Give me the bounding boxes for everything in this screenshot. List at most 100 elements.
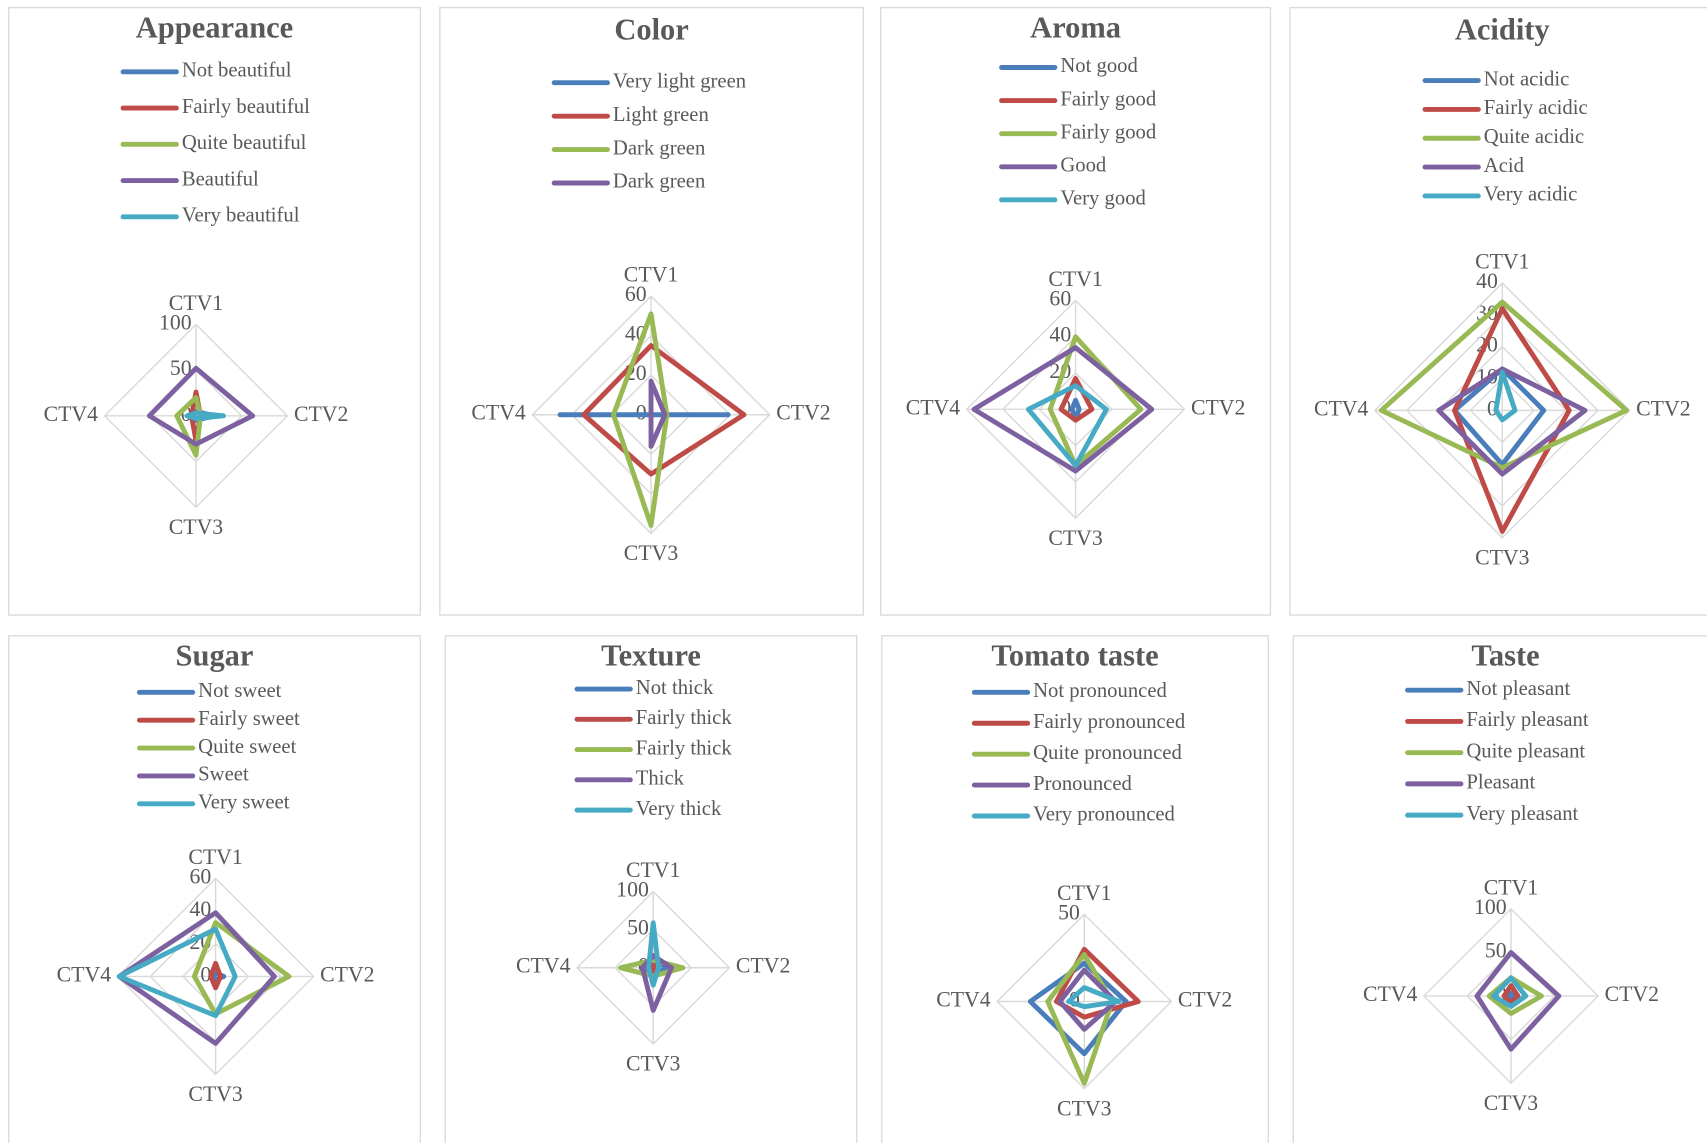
axis-label: CTV4 [936,987,991,1011]
axis-label: CTV3 [1484,1091,1539,1115]
series-line [146,365,256,447]
axis-label: CTV3 [624,541,679,565]
legend-label: Very thick [636,798,722,820]
axis-label: CTV2 [1191,395,1245,419]
axis-label: CTV2 [320,962,374,986]
series-line [1452,306,1572,534]
series-line [1491,975,1529,1009]
tick-label: 50 [1058,900,1080,924]
series-line [1452,366,1547,467]
chart-title: Taste [1471,639,1539,673]
legend-label: Fairly thick [636,737,733,759]
panel-border [439,6,864,616]
tick-label: 0 [200,962,211,986]
series-line [611,311,670,528]
axis-label: CTV1 [169,291,223,315]
chart-title: Aroma [1030,10,1121,44]
axis-label: CTV1 [1475,249,1529,273]
legend-label: Very acidic [1484,184,1578,206]
axis-label: CTV1 [1484,875,1538,899]
series-line [174,395,204,458]
series-line [184,410,226,422]
series-line [1378,299,1629,471]
grid-line [570,334,732,495]
panel-border [8,6,421,616]
legend-label: Thick [636,768,685,790]
chart-title: Color [614,13,688,47]
axis-label: CTV1 [1057,881,1111,905]
panel-border [8,635,421,1143]
legend-label: Not pronounced [1033,680,1167,702]
legend-label: Very sweet [198,792,290,814]
tick-label: 0 [1487,396,1498,420]
legend-label: Not thick [636,677,714,699]
series-line [1493,369,1518,423]
series-line [1505,990,1517,1002]
tick-label: 40 [1476,269,1498,293]
series-line [208,960,223,991]
series-line [116,926,238,1019]
chart-title: Sugar [176,639,254,673]
axis-label: CTV3 [188,1082,243,1106]
panel-border [881,635,1269,1143]
grid-line [1373,282,1631,539]
legend-label: Very beautiful [182,205,300,227]
tick-label: 40 [1049,323,1071,347]
legend-label: Fairly good [1060,88,1157,110]
legend-label: Fairly sweet [198,708,300,730]
legend-label: Very pleasant [1466,803,1578,825]
grid-line [1422,907,1600,1085]
series-line [1501,983,1521,1006]
chart-title: Texture [601,639,701,673]
series-line [1025,383,1109,468]
legend-label: Fairly good [1060,121,1157,143]
legend-label: Fairly pleasant [1466,709,1589,731]
axis-label: CTV2 [1178,987,1232,1011]
axis-label: CTV3 [626,1052,681,1076]
axis-label: CTV3 [1048,526,1103,550]
legend-label: Pronounced [1033,773,1132,795]
legend-label: Not sweet [198,680,281,702]
legend-label: Not good [1060,55,1138,77]
chart-title: Appearance [136,10,293,44]
tick-label: 100 [616,878,649,902]
axis-label: CTV1 [188,845,242,869]
tick-label: 40 [189,897,211,921]
axis-label: CTV4 [516,954,571,978]
series-line [971,345,1155,474]
series-line [1057,967,1119,1032]
grid-line [1469,377,1536,444]
grid-line [965,299,1186,520]
legend-label: Quite sweet [198,736,296,758]
legend-label: Quite beautiful [182,132,307,154]
axis-label: CTV4 [44,402,99,426]
axis-label: CTV2 [1636,396,1690,420]
legend-label: Fairly pronounced [1033,711,1186,733]
tick-label: 100 [159,310,192,334]
legend-label: Quite pleasant [1466,740,1585,762]
axis-label: CTV2 [776,401,830,425]
series-line [1058,376,1095,423]
legend-label: Good [1060,155,1107,177]
axis-label: CTV2 [294,402,348,426]
legend-label: Fairly thick [636,707,733,729]
tick-label: 100 [1474,895,1507,919]
grid-line [996,913,1173,1090]
legend-label: Not acidic [1484,68,1570,90]
tick-label: 0 [1060,395,1071,419]
tick-label: 60 [625,282,647,306]
panel-border [444,635,858,1143]
tick-label: 60 [189,864,211,888]
grid-line [576,890,731,1045]
series-line [648,378,668,449]
legend-label: Fairly beautiful [182,96,310,118]
legend-label: Dark green [613,171,706,193]
axis-label: CTV3 [1057,1096,1112,1120]
axis-label: CTV3 [169,515,224,539]
axis-label: CTV2 [1605,982,1659,1006]
series-line [1474,950,1562,1052]
panel-border [1292,635,1707,1143]
legend-label: Very pronounced [1033,804,1175,826]
legend-label: Dark green [613,137,706,159]
